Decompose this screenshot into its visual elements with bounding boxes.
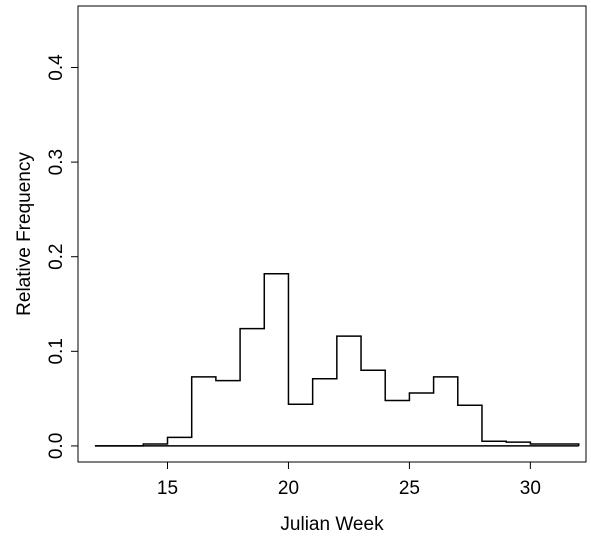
histogram-bin xyxy=(240,329,264,446)
histogram-bin xyxy=(434,377,458,446)
y-tick-label: 0.2 xyxy=(46,243,67,269)
y-axis-label: Relative Frequency xyxy=(14,152,35,316)
histogram-bin xyxy=(458,405,482,446)
histogram-bin xyxy=(555,444,579,446)
histogram-bin xyxy=(385,401,409,446)
histogram-bin xyxy=(264,274,288,446)
histogram-bin xyxy=(337,336,361,446)
histogram-bin xyxy=(530,444,554,446)
x-tick-label: 20 xyxy=(278,478,299,499)
histogram-bin xyxy=(409,393,433,446)
y-axis: 0.0 0.1 0.2 0.3 0.4 xyxy=(46,54,79,459)
y-tick-label: 0.4 xyxy=(46,54,67,81)
y-tick-label: 0.3 xyxy=(46,149,67,175)
histogram-bin xyxy=(143,444,167,446)
x-axis-label: Julian Week xyxy=(280,514,384,535)
histogram-bin xyxy=(506,442,530,446)
y-tick-label: 0.1 xyxy=(46,338,67,364)
histogram-bin xyxy=(361,370,385,446)
histogram-bin xyxy=(313,379,337,446)
histogram-bin xyxy=(192,377,216,446)
histogram-bin xyxy=(168,437,192,446)
x-tick-label: 15 xyxy=(157,478,178,499)
histogram-outline xyxy=(94,272,580,447)
histogram-bin xyxy=(216,381,240,446)
histogram-bins xyxy=(143,274,578,446)
histogram-bin xyxy=(482,441,506,446)
x-tick-label: 30 xyxy=(520,478,541,499)
histogram-bin xyxy=(288,404,312,446)
y-tick-label: 0.0 xyxy=(46,433,67,459)
x-tick-label: 25 xyxy=(399,478,420,499)
x-axis: 15 20 25 30 xyxy=(157,461,541,499)
